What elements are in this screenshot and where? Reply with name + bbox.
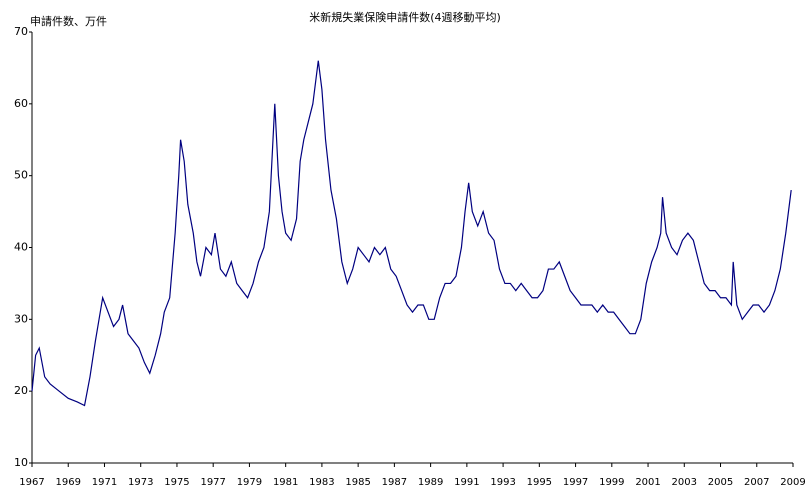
y-tick-label: 20 [14,384,28,397]
x-tick-label: 2005 [708,477,733,488]
y-tick-label: 50 [14,169,28,182]
x-tick-label: 1989 [418,477,443,488]
y-tick-label: 10 [14,456,28,469]
x-tick-label: 1977 [200,477,225,488]
x-tick-label: 1985 [345,477,370,488]
y-axis-label: 申請件数、万件 [30,14,107,28]
y-tick-label: 70 [14,25,28,38]
y-tick-label: 60 [14,97,28,110]
x-tick-label: 1999 [599,477,624,488]
x-tick-label: 2009 [780,477,805,488]
y-tick-label: 30 [14,312,28,325]
x-tick-label: 1995 [527,477,552,488]
x-tick-label: 1981 [273,477,298,488]
chart-title: 米新規失業保険申請件数(4週移動平均) [309,10,501,24]
x-tick-label: 1987 [382,477,407,488]
x-tick-label: 1971 [92,477,117,488]
x-tick-label: 2007 [744,477,769,488]
x-tick-label: 2001 [635,477,660,488]
x-tick-label: 1969 [56,477,81,488]
x-tick-label: 1973 [128,477,153,488]
x-tick-label: 1967 [19,477,44,488]
x-tick-label: 1979 [237,477,262,488]
x-tick-label: 1991 [454,477,479,488]
x-tick-label: 2003 [672,477,697,488]
x-tick-label: 1993 [490,477,515,488]
x-tick-label: 1975 [164,477,189,488]
y-tick-label: 40 [14,241,28,254]
x-tick-label: 1983 [309,477,334,488]
x-tick-label: 1997 [563,477,588,488]
line-series [31,60,792,407]
